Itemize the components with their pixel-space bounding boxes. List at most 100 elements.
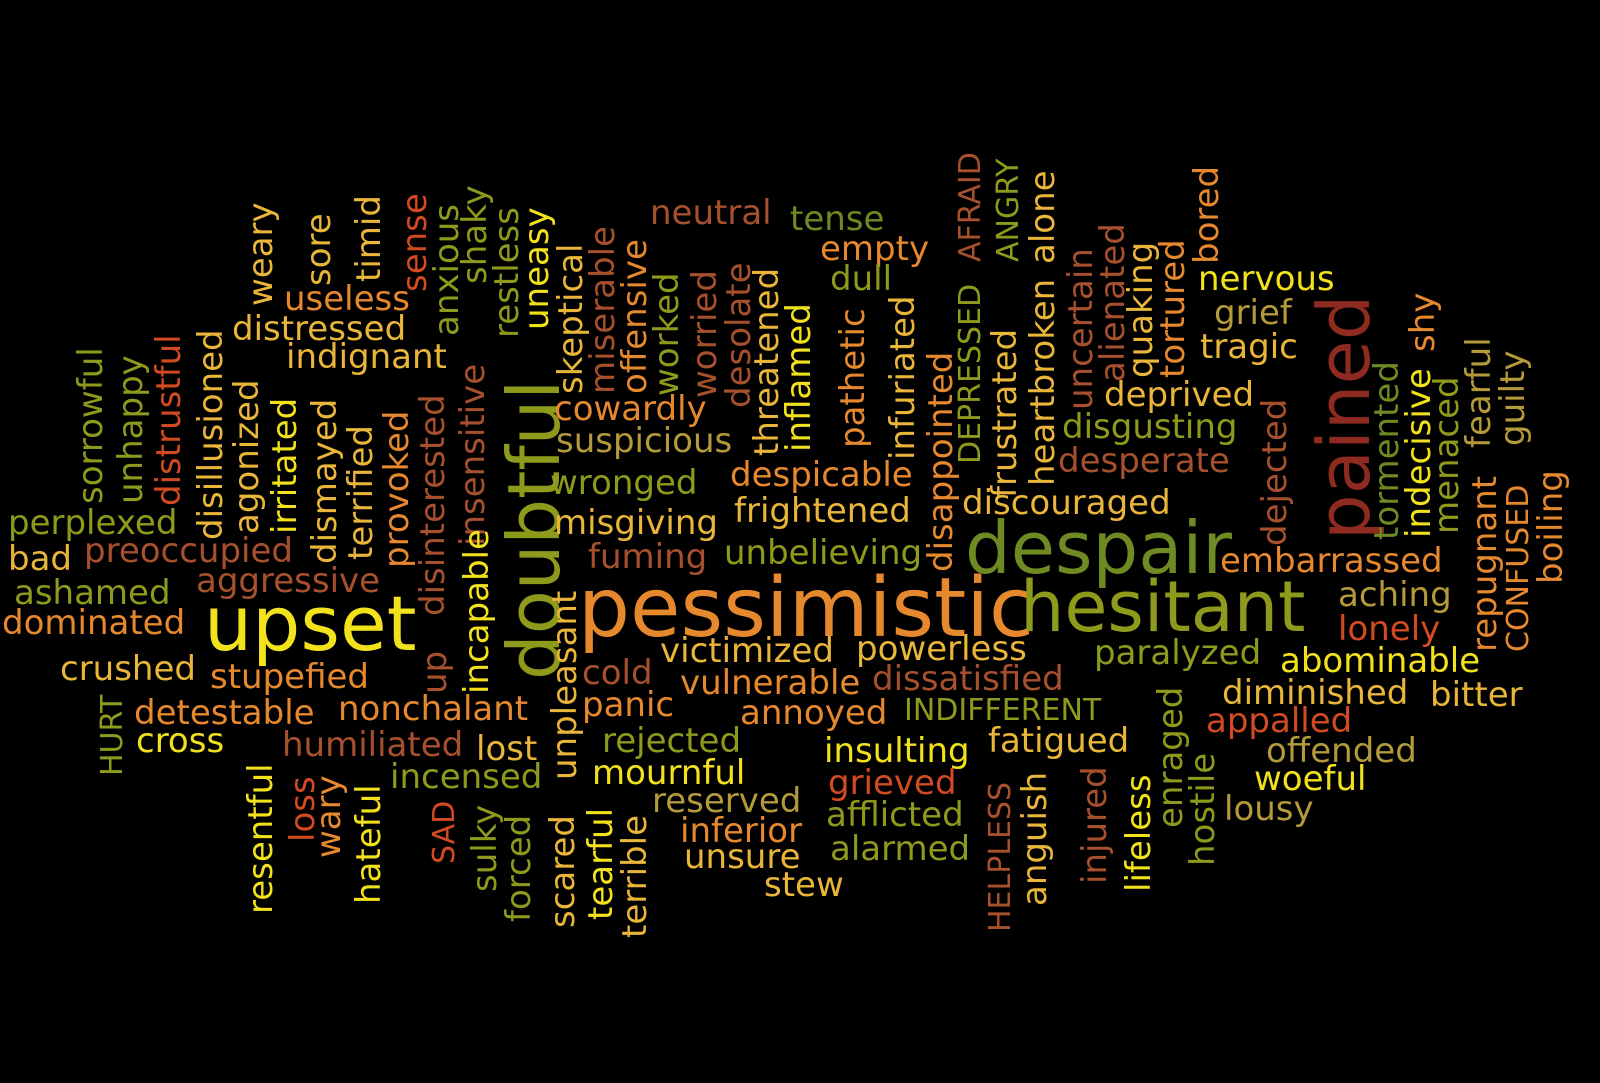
word: disgusting xyxy=(1062,407,1238,447)
word: hostile xyxy=(1183,752,1223,866)
word: hesitant xyxy=(1020,566,1306,648)
word: despicable xyxy=(730,455,913,495)
word: sorrowful xyxy=(71,347,111,504)
word: useless xyxy=(284,279,410,319)
word: abominable xyxy=(1280,641,1481,681)
word: inferior xyxy=(680,811,803,851)
word: heartbroken xyxy=(1023,278,1063,486)
word: fearful xyxy=(1459,337,1499,448)
word: tragic xyxy=(1200,327,1298,367)
word: dejected xyxy=(1255,398,1295,546)
word: tortured xyxy=(1153,239,1193,378)
word: uneasy xyxy=(517,207,557,330)
word: empty xyxy=(820,229,930,269)
word: ANGRY xyxy=(991,158,1026,262)
word: indignant xyxy=(286,337,447,377)
word: insulting xyxy=(824,731,970,771)
word: grieved xyxy=(828,763,957,803)
word: vulnerable xyxy=(680,663,861,703)
word: preoccupied xyxy=(84,531,293,571)
word: hateful xyxy=(349,784,389,904)
word: desperate xyxy=(1058,441,1230,481)
word: bad xyxy=(8,539,72,579)
word: humiliated xyxy=(282,725,464,765)
word: worked xyxy=(647,272,687,396)
word: rejected xyxy=(602,721,742,761)
word: woeful xyxy=(1254,759,1367,799)
word: incapable xyxy=(457,529,497,694)
word: timid xyxy=(349,195,389,282)
word: INDIFFERENT xyxy=(904,693,1102,728)
word: misgiving xyxy=(554,503,719,543)
word: pathetic xyxy=(833,308,873,448)
word: lost xyxy=(476,729,538,769)
word: DEPRESSED xyxy=(953,283,988,464)
word: panic xyxy=(582,685,675,725)
word: CONFUSED xyxy=(1501,484,1536,652)
word: offended xyxy=(1266,731,1417,771)
word: unhappy xyxy=(111,355,151,504)
word: annoyed xyxy=(740,693,888,733)
word: up xyxy=(415,650,455,694)
word: powerless xyxy=(856,629,1027,669)
word: unbelieving xyxy=(724,533,923,573)
word: detestable xyxy=(134,693,315,733)
word: perplexed xyxy=(8,503,178,543)
word: resentful xyxy=(241,763,281,914)
word: nonchalant xyxy=(338,689,529,729)
word: grief xyxy=(1214,293,1292,333)
word: unpleasant xyxy=(545,590,585,780)
word: guilty xyxy=(1493,350,1533,446)
word: paralyzed xyxy=(1094,633,1262,673)
word: nervous xyxy=(1198,259,1335,299)
word: pessimistic xyxy=(578,561,1035,656)
word: agonized xyxy=(227,379,267,534)
word: weary xyxy=(241,202,281,306)
word: fuming xyxy=(588,537,708,577)
word: SAD xyxy=(427,800,462,864)
word: AFRAID xyxy=(953,152,988,262)
word: dull xyxy=(830,259,893,299)
word: tearful xyxy=(581,807,621,920)
word: repugnant xyxy=(1465,475,1505,652)
word: cowardly xyxy=(554,389,707,429)
word: mournful xyxy=(592,753,746,793)
word: lousy xyxy=(1224,789,1314,829)
word: unsure xyxy=(684,837,801,877)
word: tense xyxy=(790,199,885,239)
word: bored xyxy=(1187,165,1227,264)
word: suspicious xyxy=(556,421,733,461)
word: cold xyxy=(582,653,653,693)
word: worried xyxy=(685,270,725,398)
word: discouraged xyxy=(962,483,1171,523)
word: sulky xyxy=(465,804,505,892)
word: lonely xyxy=(1338,609,1441,649)
word: fatigued xyxy=(988,721,1130,761)
word: cross xyxy=(136,721,225,761)
word: scared xyxy=(543,815,583,928)
word: victimized xyxy=(660,631,834,671)
word: diminished xyxy=(1222,673,1409,713)
word: afflicted xyxy=(826,795,964,835)
word: embarrassed xyxy=(1220,541,1443,581)
word: stupefied xyxy=(210,657,370,697)
word: injured xyxy=(1075,766,1115,884)
word: disillusioned xyxy=(191,329,231,540)
word: distrustful xyxy=(149,334,189,506)
word: dominated xyxy=(2,603,186,643)
word: infuriated xyxy=(883,295,923,460)
word: despair xyxy=(965,506,1232,590)
word: appalled xyxy=(1206,701,1353,741)
word: reserved xyxy=(652,781,802,821)
word: dismayed xyxy=(305,398,345,564)
word: incensed xyxy=(390,757,543,797)
word: provoked xyxy=(377,410,417,568)
word: upset xyxy=(204,579,417,668)
word: aggressive xyxy=(196,561,381,601)
word: frightened xyxy=(734,491,911,531)
word: shy xyxy=(1403,292,1443,352)
word: terrible xyxy=(615,814,655,938)
word: anguish xyxy=(1015,771,1055,906)
word: terrified xyxy=(341,425,381,560)
